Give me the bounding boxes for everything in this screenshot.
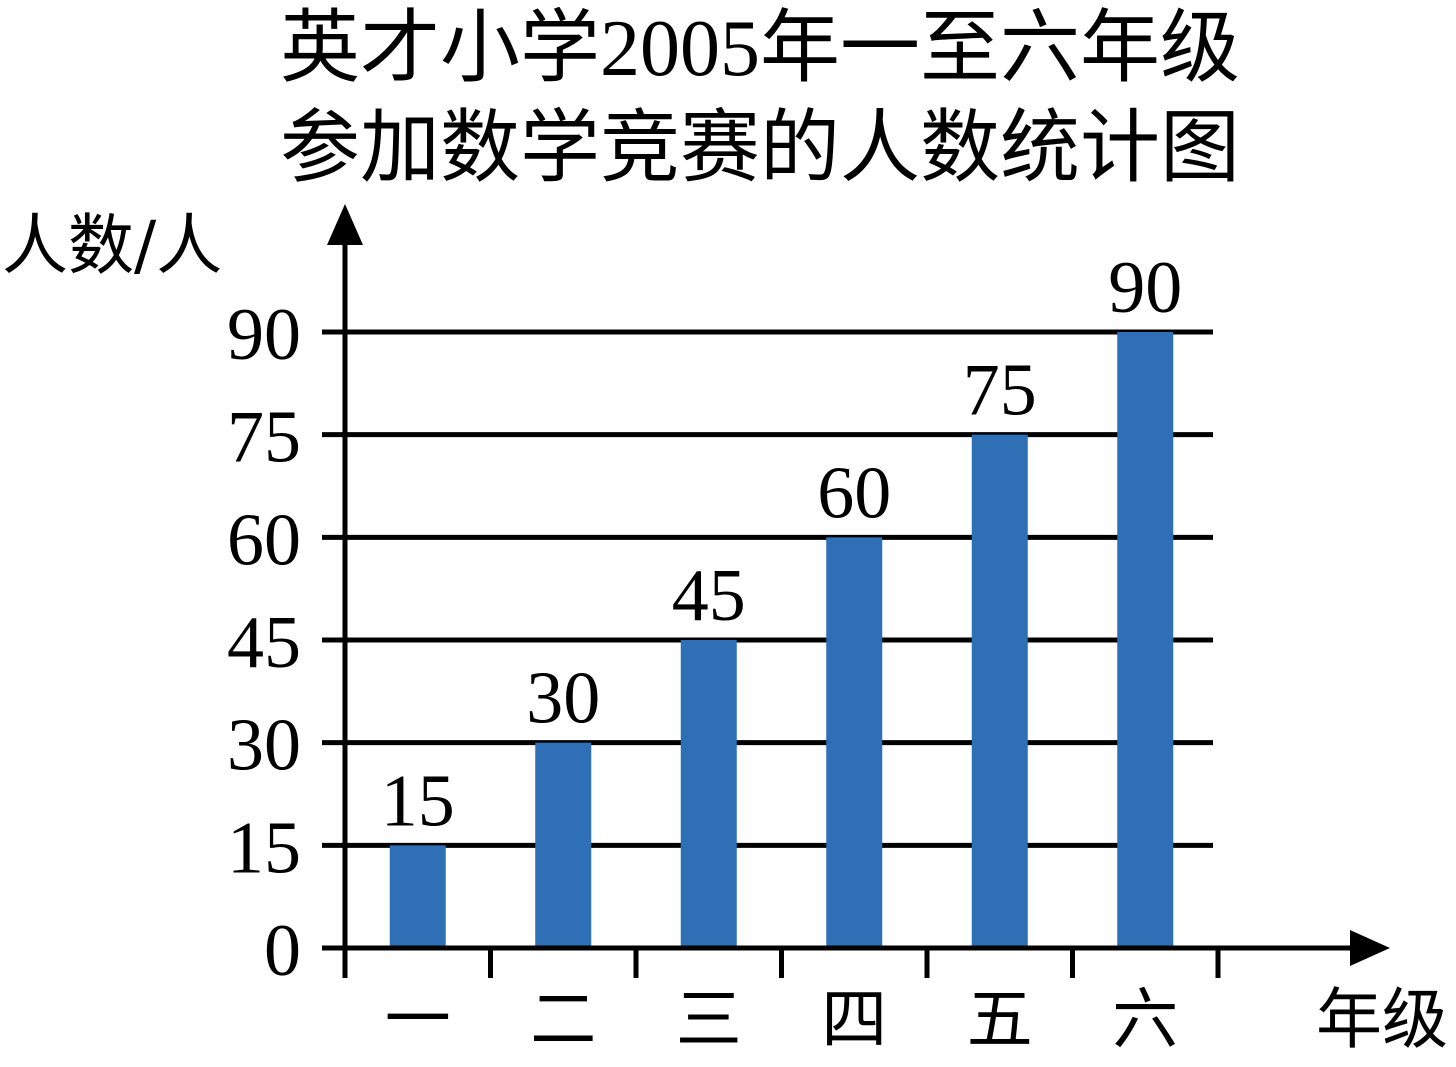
data-label: 30 xyxy=(526,658,600,740)
bar xyxy=(971,434,1028,949)
axes xyxy=(322,204,1390,978)
y-axis-label: 人数/人 xyxy=(2,207,222,284)
bar xyxy=(1117,332,1174,948)
bar xyxy=(680,640,737,948)
x-axis-label: 年级 xyxy=(1316,981,1448,1058)
x-tick-label: 三 xyxy=(676,981,742,1058)
x-tick-label: 二 xyxy=(530,981,596,1058)
x-axis-arrow xyxy=(1350,930,1390,966)
y-tick-label: 60 xyxy=(227,499,301,581)
y-tick-label: 15 xyxy=(227,807,301,889)
bar xyxy=(535,742,592,948)
y-tick-label: 90 xyxy=(227,294,301,376)
x-tick-label: 五 xyxy=(967,981,1033,1058)
bar xyxy=(826,537,883,948)
data-label: 15 xyxy=(381,760,455,842)
chart-subtitle: 参加数学竞赛的人数统计图 xyxy=(280,105,1240,193)
chart-title: 英才小学2005年一至六年级 xyxy=(280,5,1240,93)
y-tick-label: 30 xyxy=(227,705,301,787)
data-label: 60 xyxy=(817,452,891,534)
bar xyxy=(389,845,446,948)
data-label: 45 xyxy=(672,555,746,637)
y-tick-label: 75 xyxy=(227,397,301,479)
labels: 0 15 30 45 60 75 90 15 一 30 二 45 三 60 四 75 五 90 六 xyxy=(227,247,1182,1058)
data-label: 75 xyxy=(963,350,1037,432)
grid-lines xyxy=(322,329,1213,848)
y-tick-label: 0 xyxy=(264,910,301,992)
x-tick-label: 一 xyxy=(385,981,451,1058)
x-tick-label: 六 xyxy=(1112,981,1178,1058)
y-axis-arrow xyxy=(327,204,363,245)
bars xyxy=(389,332,1174,949)
y-tick-label: 45 xyxy=(227,602,301,684)
data-label: 90 xyxy=(1108,247,1182,329)
x-tick-label: 四 xyxy=(821,981,887,1058)
